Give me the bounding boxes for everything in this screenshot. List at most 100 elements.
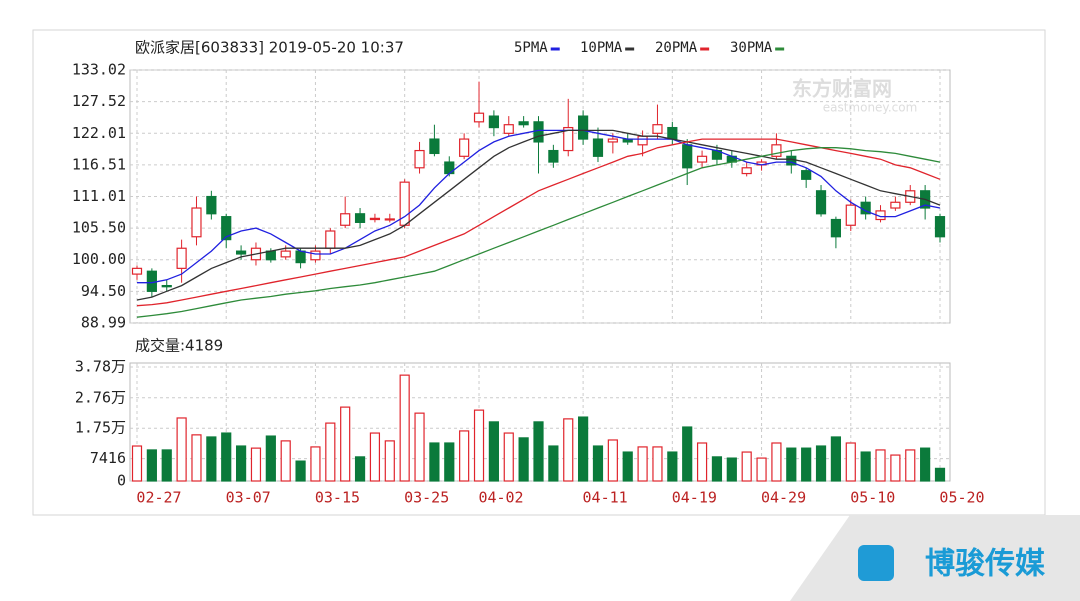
candle-body xyxy=(815,190,827,215)
volume-bar xyxy=(146,449,157,482)
candle-body xyxy=(607,138,618,143)
candle-body xyxy=(488,115,499,129)
watermark-top: 东方财富网 xyxy=(792,77,892,101)
volume-bar xyxy=(280,440,291,482)
volume-bar xyxy=(503,432,514,482)
volume-bar xyxy=(459,430,470,482)
x-tick-label: 04-29 xyxy=(761,489,806,507)
candle-body xyxy=(518,121,529,126)
x-tick-label: 04-11 xyxy=(583,489,628,507)
volume-bar xyxy=(206,436,217,482)
volume-bar xyxy=(830,436,842,482)
candle-body xyxy=(429,138,440,155)
watermark: 博骏传媒 xyxy=(925,547,1046,582)
candle-body xyxy=(191,207,202,238)
volume-bar xyxy=(548,445,559,482)
watermark-logo xyxy=(858,545,894,581)
candle-body xyxy=(934,216,946,238)
candle-body xyxy=(354,213,366,223)
candle-body xyxy=(310,250,321,261)
volume-bar xyxy=(771,442,782,482)
legend-label: 5PMA xyxy=(514,40,548,56)
volume-bar xyxy=(399,374,410,482)
y-tick-label: 100.00 xyxy=(72,250,126,268)
volume-bar xyxy=(592,445,604,482)
y-tick-label: 127.52 xyxy=(72,92,126,110)
candle-body xyxy=(830,218,842,238)
y-tick-label: 94.50 xyxy=(81,282,126,300)
volume-bar xyxy=(354,456,366,482)
y-tick-label: 2.76万 xyxy=(75,388,126,406)
y-tick-label: 122.01 xyxy=(72,124,126,142)
volume-bar xyxy=(429,442,440,482)
volume-bar xyxy=(756,457,767,482)
candle-body xyxy=(563,126,574,152)
candle-body xyxy=(578,115,589,140)
candle-body xyxy=(221,216,232,241)
legend-label: 20PMA xyxy=(655,40,698,56)
volume-bar xyxy=(860,451,871,482)
volume-bar xyxy=(726,457,737,482)
volume-bar xyxy=(845,442,856,482)
volume-bar xyxy=(563,418,574,482)
ma-line xyxy=(136,138,941,307)
volume-bar xyxy=(696,442,708,482)
ma-line xyxy=(137,129,941,284)
volume-bar xyxy=(518,437,529,482)
x-tick-label: 04-19 xyxy=(672,489,717,507)
x-tick-label: 05-20 xyxy=(939,489,984,507)
volume-bar xyxy=(161,449,172,482)
y-tick-label: 116.51 xyxy=(72,155,126,173)
candle-body xyxy=(206,195,217,215)
candle-body xyxy=(265,250,276,261)
volume-bar xyxy=(934,467,946,482)
candle-body xyxy=(682,144,693,169)
volume-bar xyxy=(384,440,395,482)
volume-bar xyxy=(250,447,262,482)
candle-body xyxy=(131,267,143,275)
ma-line xyxy=(136,129,941,301)
volume-bar xyxy=(310,446,321,482)
candle-body xyxy=(503,124,514,134)
candle-body xyxy=(473,112,485,123)
candle-body xyxy=(548,149,559,163)
x-tick-label: 04-02 xyxy=(478,489,523,507)
volume-bar xyxy=(905,449,916,482)
y-tick-label: 105.50 xyxy=(72,219,126,237)
candle-body xyxy=(741,167,752,175)
y-tick-label: 3.78万 xyxy=(75,358,126,376)
x-tick-label: 03-07 xyxy=(226,489,271,507)
volume-bar xyxy=(890,454,901,482)
candle-body xyxy=(533,121,544,143)
volume-bar xyxy=(875,449,886,482)
volume-bar xyxy=(295,460,306,482)
x-tick-label: 02-27 xyxy=(136,489,181,507)
volume-bar xyxy=(414,412,425,482)
y-tick-label: 111.01 xyxy=(72,187,126,205)
volume-bar xyxy=(682,426,693,482)
volume-bar xyxy=(622,451,633,482)
volume-title: 成交量:4189 xyxy=(135,337,223,355)
candle-body xyxy=(771,144,782,157)
candle-body xyxy=(592,138,604,157)
volume-bar xyxy=(340,406,351,482)
y-tick-label: 7416 xyxy=(90,449,126,467)
volume-bar xyxy=(607,439,618,482)
volume-bar xyxy=(801,447,812,482)
x-tick-label: 03-25 xyxy=(404,489,449,507)
volume-bar xyxy=(920,447,931,482)
ma-line xyxy=(136,147,941,318)
candle-body xyxy=(637,135,648,146)
legend-label: 10PMA xyxy=(580,40,623,56)
candle-body xyxy=(890,201,901,209)
candle-body xyxy=(652,124,663,134)
volume-bar xyxy=(741,451,752,482)
candle-body xyxy=(161,284,172,288)
volume-bar xyxy=(652,446,663,482)
candle-body xyxy=(459,138,470,157)
candle-body xyxy=(280,250,291,258)
chart-title: 欧派家居[603833] 2019-05-20 10:37 xyxy=(135,39,404,57)
candle-body xyxy=(146,270,157,292)
volume-bar xyxy=(235,445,247,482)
